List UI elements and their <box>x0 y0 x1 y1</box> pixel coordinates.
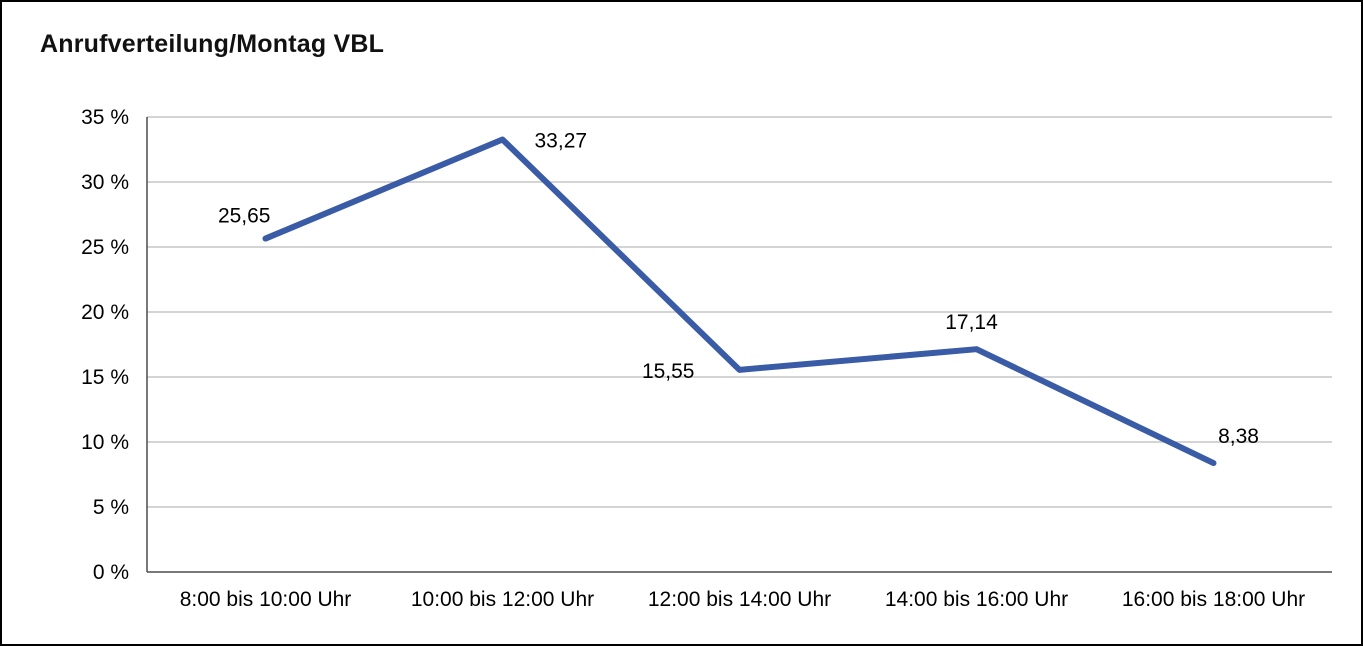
xtick-label: 16:00 bis 18:00 Uhr <box>1122 588 1305 611</box>
ytick-label: 0 % <box>93 561 129 584</box>
value-label: 33,27 <box>535 129 588 152</box>
value-label: 25,65 <box>218 205 271 228</box>
ytick-label: 10 % <box>81 431 129 454</box>
ytick-label: 5 % <box>93 496 129 519</box>
ytick-label: 15 % <box>81 366 129 389</box>
ytick-label: 35 % <box>81 106 129 129</box>
value-label: 8,38 <box>1218 425 1259 448</box>
series-line <box>262 136 1217 467</box>
xtick-label: 14:00 bis 16:00 Uhr <box>885 588 1068 611</box>
ytick-label: 20 % <box>81 301 129 324</box>
value-label: 17,14 <box>945 311 998 334</box>
xtick-label: 10:00 bis 12:00 Uhr <box>411 588 594 611</box>
xtick-label: 8:00 bis 10:00 Uhr <box>180 588 352 611</box>
ytick-label: 30 % <box>81 171 129 194</box>
ytick-label: 25 % <box>81 236 129 259</box>
xtick-label: 12:00 bis 14:00 Uhr <box>648 588 831 611</box>
chart-title: Anrufverteilung/Montag VBL <box>40 30 385 58</box>
value-label: 15,55 <box>642 360 695 383</box>
